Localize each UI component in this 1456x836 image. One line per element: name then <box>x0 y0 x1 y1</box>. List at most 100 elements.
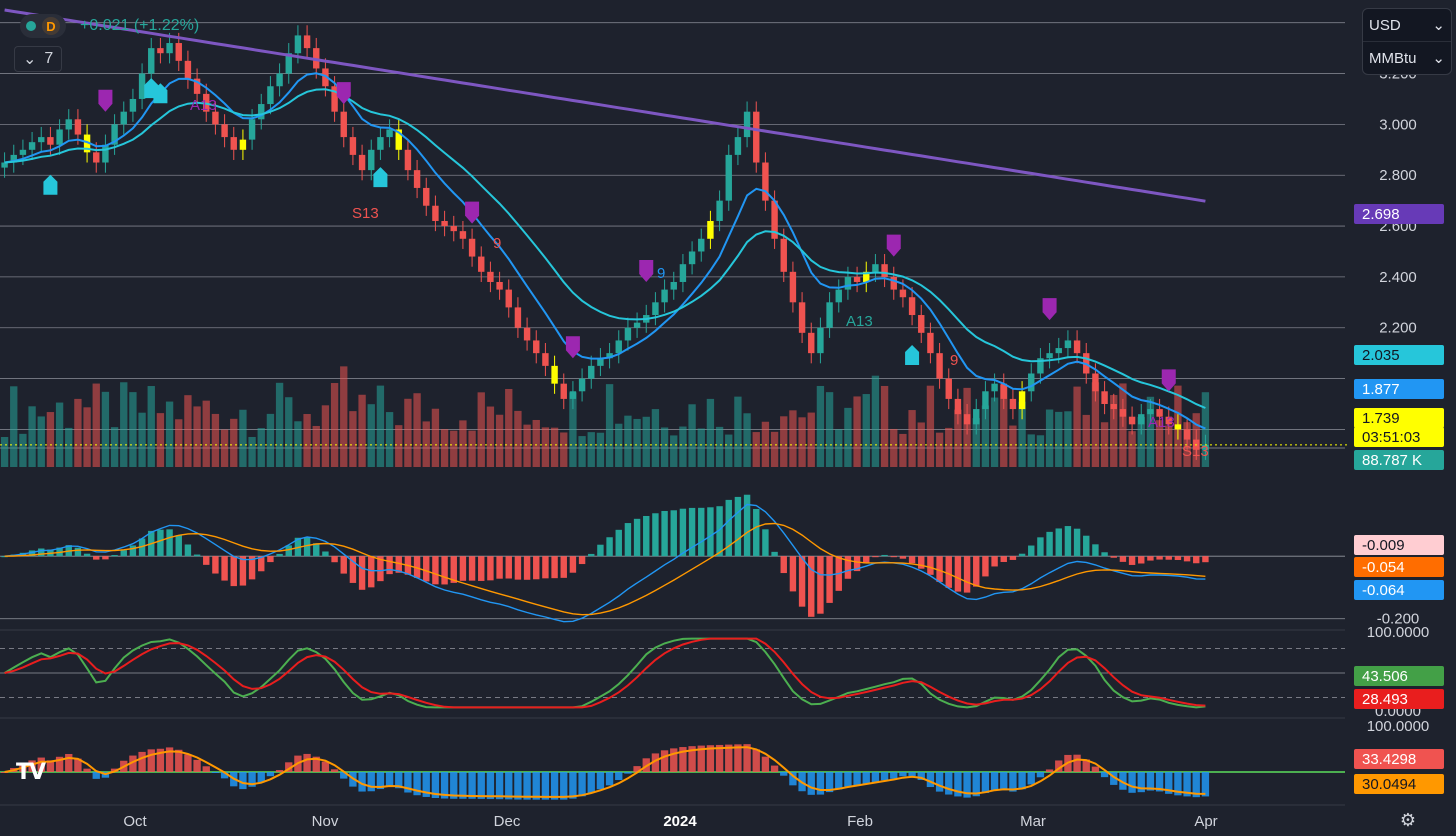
candle-body <box>707 220 714 239</box>
volume-bar <box>239 409 247 467</box>
volume-bar <box>349 411 357 467</box>
macd-histogram-bar <box>588 553 595 557</box>
volume-bar <box>175 419 183 467</box>
volume-bar <box>1146 396 1155 467</box>
volume-bar <box>0 437 9 467</box>
price-badge-label: -0.054 <box>1362 559 1405 576</box>
macd-histogram-bar <box>1174 556 1182 561</box>
price-badge <box>1354 749 1444 769</box>
osc-histogram-bar <box>385 772 394 787</box>
macd-histogram-bar <box>872 556 879 558</box>
macd-histogram-bar <box>1083 535 1090 557</box>
symbol-header: D +0.021 (+1.22%) <box>20 14 199 38</box>
osc-histogram-bar <box>926 772 935 788</box>
volume-bar <box>147 386 155 467</box>
osc-histogram-bar <box>908 772 916 777</box>
macd-histogram-bar <box>1092 544 1099 557</box>
macd-histogram-bar <box>331 556 338 563</box>
volume-bar <box>688 404 696 467</box>
macd-signal-line <box>4 522 1206 616</box>
volume-bar <box>578 436 586 467</box>
market-status-icon <box>26 21 36 31</box>
volume-bar <box>981 405 990 467</box>
macd-histogram-bar <box>734 496 742 557</box>
candle-body <box>661 289 668 303</box>
candle-body <box>1064 340 1072 349</box>
osc-histogram-bar <box>945 772 953 795</box>
candle-body <box>193 78 201 94</box>
volume-bar <box>330 383 339 467</box>
volume-bar <box>285 397 293 467</box>
indicators-collapse-button[interactable]: ⌄ 7 <box>14 46 63 72</box>
currency-unit-selector[interactable]: USD ⌄ MMBtu ⌄ <box>1362 8 1452 75</box>
macd-histogram-bar <box>340 556 347 574</box>
macd-histogram-bar <box>386 556 393 575</box>
arrow-down-marker-icon <box>465 201 480 224</box>
currency-select[interactable]: USD ⌄ <box>1363 9 1451 41</box>
symbol-pill[interactable]: D <box>20 14 66 38</box>
candle-body <box>1000 383 1007 399</box>
osc-histogram-bar <box>853 772 861 786</box>
volume-bar <box>19 433 27 467</box>
candle-body <box>716 200 723 221</box>
macd-histogram-bar <box>716 506 723 557</box>
price-badge <box>1354 689 1444 709</box>
candle-body <box>734 137 742 155</box>
price-badge <box>1354 345 1444 365</box>
volume-bar <box>303 414 311 467</box>
osc-histogram-bar <box>431 772 440 798</box>
osc-histogram-bar <box>807 772 815 795</box>
osc-histogram-bar <box>413 772 421 796</box>
volume-bar <box>165 401 174 467</box>
osc-histogram-bar <box>248 772 256 787</box>
annotation-label: 9 <box>657 265 665 282</box>
settings-gear-icon[interactable]: ⚙ <box>1399 810 1416 830</box>
stoch-tick-label: 100.0000 <box>1367 624 1430 641</box>
volume-bar <box>367 404 375 467</box>
macd-histogram-bar <box>514 556 522 580</box>
price-badge <box>1354 557 1444 577</box>
candle-body <box>615 340 622 354</box>
macd-histogram-bar <box>1046 531 1053 557</box>
osc-histogram-bar <box>890 772 898 779</box>
macd-histogram-bar <box>322 551 329 557</box>
candle-body <box>303 35 311 49</box>
osc-histogram-bar <box>1155 772 1164 792</box>
macd-histogram-bar <box>551 556 558 579</box>
macd-histogram-bar <box>368 556 375 588</box>
osc-histogram-bar <box>1055 760 1063 772</box>
candle-body <box>624 327 632 341</box>
candle-body <box>973 409 980 425</box>
arrow-up-marker-icon <box>373 167 388 188</box>
osc-histogram-bar <box>202 766 210 772</box>
macd-histogram-bar <box>505 556 512 579</box>
volume-bar <box>615 423 623 467</box>
candle-body <box>1202 444 1209 450</box>
price-tick-label: 2.400 <box>1379 269 1417 286</box>
price-badge <box>1354 666 1444 686</box>
price-badge-label: 88.787 K <box>1362 452 1422 469</box>
osc-histogram-bar <box>679 747 687 772</box>
candle-body <box>542 353 549 366</box>
osc-histogram-bar <box>459 772 467 799</box>
unit-select[interactable]: MMBtu ⌄ <box>1363 41 1451 74</box>
osc-histogram-bar <box>1174 772 1182 796</box>
tradingview-logo-icon[interactable]: TV <box>16 760 46 785</box>
volume-bar <box>37 416 45 467</box>
date-tick-label: Mar <box>1020 813 1046 830</box>
candle-body <box>817 327 824 354</box>
candle-body <box>166 43 173 54</box>
osc-histogram-bar <box>871 772 880 783</box>
volume-bar <box>587 432 595 467</box>
volume-bar <box>926 385 935 467</box>
candle-body <box>1018 391 1026 410</box>
volume-bar <box>431 408 440 467</box>
candle-body <box>285 53 292 74</box>
volume-bar <box>110 427 119 467</box>
interval-badge[interactable]: D <box>42 17 60 35</box>
volume-bar <box>835 429 843 467</box>
candle-body <box>331 86 338 112</box>
price-badge <box>1354 450 1444 470</box>
candle-body <box>450 226 457 232</box>
